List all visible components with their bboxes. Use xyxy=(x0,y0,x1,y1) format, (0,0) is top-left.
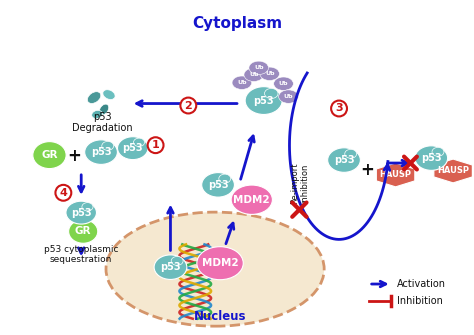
Text: p53: p53 xyxy=(71,208,91,218)
Ellipse shape xyxy=(154,255,187,279)
Text: p53 cytoplasmic
sequestration: p53 cytoplasmic sequestration xyxy=(44,245,118,264)
Circle shape xyxy=(181,97,196,114)
Text: 4: 4 xyxy=(59,188,67,198)
Ellipse shape xyxy=(415,146,447,171)
Text: p53: p53 xyxy=(208,180,228,190)
Circle shape xyxy=(331,100,347,117)
Ellipse shape xyxy=(91,110,102,119)
Ellipse shape xyxy=(202,173,235,197)
Ellipse shape xyxy=(231,185,273,214)
Text: Nucleus: Nucleus xyxy=(194,310,246,323)
Ellipse shape xyxy=(85,140,118,164)
Ellipse shape xyxy=(273,77,293,90)
Polygon shape xyxy=(434,159,472,183)
Ellipse shape xyxy=(249,61,269,74)
Text: 3: 3 xyxy=(335,104,343,114)
Text: p53: p53 xyxy=(122,143,143,153)
Text: Inhibition: Inhibition xyxy=(397,296,442,306)
Ellipse shape xyxy=(232,76,252,89)
Circle shape xyxy=(148,137,164,153)
Text: p53: p53 xyxy=(254,95,274,106)
Text: p53: p53 xyxy=(160,262,181,272)
Text: MDM2: MDM2 xyxy=(202,258,238,268)
Text: Ub: Ub xyxy=(284,94,293,99)
Text: +: + xyxy=(360,161,374,179)
Text: p53: p53 xyxy=(421,153,442,163)
Ellipse shape xyxy=(106,212,324,326)
Text: GR: GR xyxy=(41,150,58,160)
Ellipse shape xyxy=(245,87,282,115)
Text: HAUSP: HAUSP xyxy=(380,171,411,180)
Ellipse shape xyxy=(69,220,98,243)
Text: 2: 2 xyxy=(184,100,192,111)
Ellipse shape xyxy=(102,141,114,150)
Text: Re-import
inhibition: Re-import inhibition xyxy=(290,162,309,204)
Text: +: + xyxy=(67,147,81,165)
Text: Activation: Activation xyxy=(397,279,446,289)
Ellipse shape xyxy=(328,148,360,172)
Text: MDM2: MDM2 xyxy=(234,195,270,205)
Ellipse shape xyxy=(197,247,243,280)
Text: Cytoplasm: Cytoplasm xyxy=(192,16,282,31)
Ellipse shape xyxy=(264,88,278,98)
Text: p53: p53 xyxy=(334,155,355,165)
Ellipse shape xyxy=(219,174,231,183)
Ellipse shape xyxy=(345,149,356,158)
Circle shape xyxy=(55,185,71,201)
Ellipse shape xyxy=(100,104,109,115)
Text: Ub: Ub xyxy=(254,65,264,70)
Ellipse shape xyxy=(33,142,66,169)
Text: p53: p53 xyxy=(91,147,111,157)
Ellipse shape xyxy=(66,201,97,224)
Ellipse shape xyxy=(118,137,148,159)
Text: GR: GR xyxy=(75,226,91,237)
Ellipse shape xyxy=(244,68,264,81)
Ellipse shape xyxy=(134,138,145,146)
Ellipse shape xyxy=(103,90,115,99)
Text: Ub: Ub xyxy=(249,72,258,77)
Ellipse shape xyxy=(171,257,183,265)
Text: Ub: Ub xyxy=(237,80,246,85)
Text: Ub: Ub xyxy=(279,81,288,86)
Ellipse shape xyxy=(260,67,280,80)
Polygon shape xyxy=(376,163,415,187)
Ellipse shape xyxy=(87,92,101,104)
Ellipse shape xyxy=(82,203,93,211)
Text: p53
Degradation: p53 Degradation xyxy=(72,112,132,133)
Ellipse shape xyxy=(432,147,444,156)
Text: 1: 1 xyxy=(152,140,159,150)
Text: HAUSP: HAUSP xyxy=(437,166,469,176)
Ellipse shape xyxy=(279,90,298,103)
Text: Ub: Ub xyxy=(265,71,274,76)
